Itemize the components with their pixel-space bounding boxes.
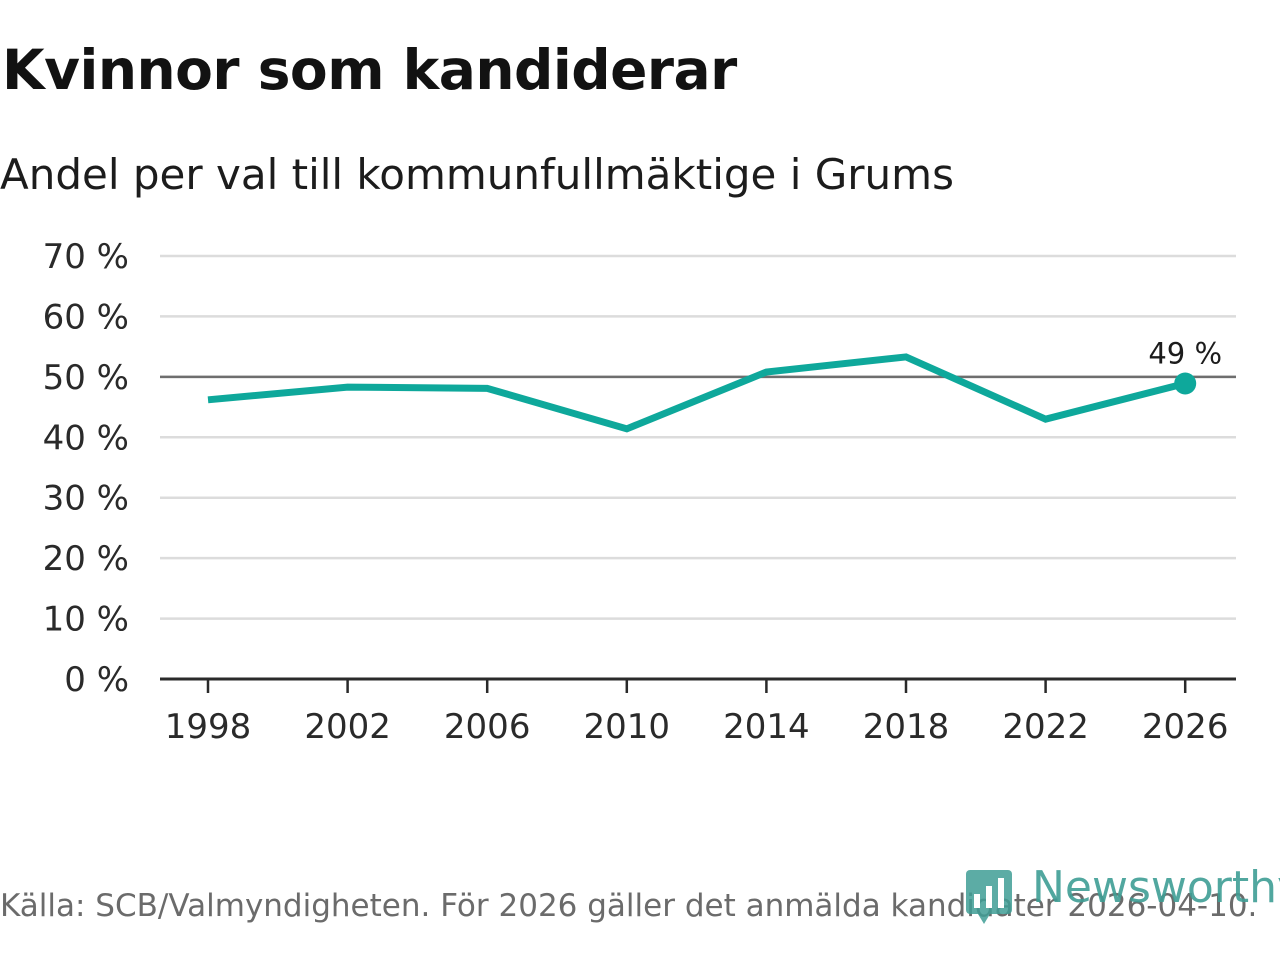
x-tick-label: 2022 <box>1002 707 1089 747</box>
y-tick-label: 0 % <box>64 660 129 700</box>
x-tick-label: 2014 <box>723 707 810 747</box>
y-tick-label: 30 % <box>43 479 129 519</box>
annotations: 49 % <box>1148 337 1222 395</box>
chart-title: Kvinnor som kandiderar <box>2 38 737 102</box>
x-tick-label: 2006 <box>444 707 531 747</box>
chart-subtitle: Andel per val till kommunfullmäktige i G… <box>0 150 954 199</box>
y-tick-label: 10 % <box>43 600 129 640</box>
y-tick-label: 60 % <box>43 297 129 337</box>
last-point-label: 49 % <box>1148 337 1222 371</box>
newsworthy-logo: Newsworthy <box>964 862 1280 928</box>
y-tick-label: 70 % <box>43 237 129 277</box>
y-axis-labels: 0 % 10 % 20 % 30 % 40 % 50 % 60 % 70 % <box>43 237 129 700</box>
series-andel-kvinnor <box>207 353 1187 433</box>
gridlines <box>160 254 1236 620</box>
brand-name: Newsworthy <box>1032 862 1280 913</box>
y-tick-label: 50 % <box>43 358 129 398</box>
x-axis-labels: 1998 2002 2006 2010 2014 2018 2022 2026 <box>165 707 1229 747</box>
x-axis <box>160 677 1236 693</box>
series-line <box>207 353 1187 433</box>
y-tick-label: 40 % <box>43 418 129 458</box>
x-tick-label: 1998 <box>165 707 252 747</box>
x-tick-label: 2002 <box>304 707 391 747</box>
last-point-marker <box>1174 372 1197 395</box>
source-note: Källa: SCB/Valmyndigheten. För 2026 gäll… <box>0 888 1258 924</box>
x-tick-label: 2010 <box>584 707 671 747</box>
y-tick-label: 20 % <box>43 539 129 579</box>
x-tick-label: 2018 <box>863 707 950 747</box>
x-tick-label: 2026 <box>1142 707 1229 747</box>
bar-chart-logo-icon <box>966 870 1012 924</box>
